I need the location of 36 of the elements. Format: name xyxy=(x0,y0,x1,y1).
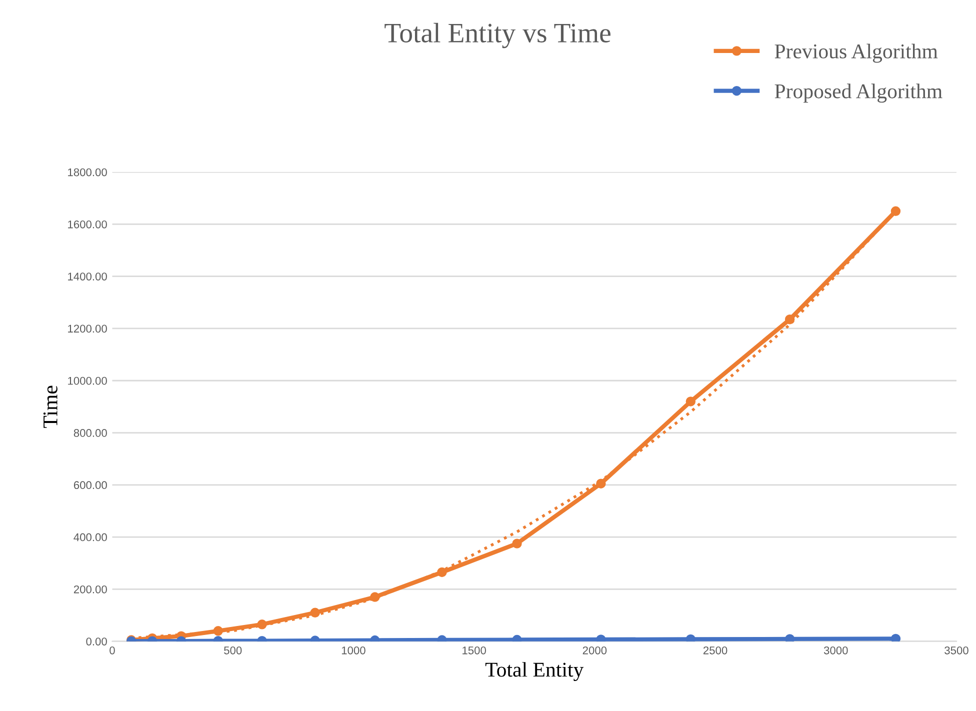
y-tick-label: 1000.00 xyxy=(68,376,107,385)
y-tick-label: 0.00 xyxy=(86,638,107,646)
x-tick-label: 500 xyxy=(224,646,242,654)
y-tick-label: 1400.00 xyxy=(68,272,107,280)
x-tick-label: 2500 xyxy=(703,646,728,654)
point xyxy=(784,314,795,324)
y-tick-label: 600.00 xyxy=(74,481,107,490)
chart-title: Total Entity vs Time xyxy=(384,22,610,48)
y-tick-label: 1200.00 xyxy=(68,324,107,333)
point xyxy=(257,620,267,630)
point xyxy=(890,634,901,642)
legend-label: Previous Algorithm xyxy=(774,44,938,63)
point xyxy=(310,608,320,618)
point xyxy=(370,592,380,602)
point xyxy=(512,538,522,548)
y-tick-label: 1600.00 xyxy=(68,220,107,228)
point xyxy=(213,626,223,636)
point xyxy=(890,206,901,216)
y-tick-label: 200.00 xyxy=(74,585,107,594)
y-tick-label: 1800.00 xyxy=(68,168,107,176)
y-axis-title: Time xyxy=(43,386,58,428)
y-tick-label: 400.00 xyxy=(74,533,107,542)
legend-label: Proposed Algorithm xyxy=(774,84,942,103)
x-tick-label: 1500 xyxy=(462,646,486,654)
point xyxy=(686,396,696,406)
y-tick-label: 800.00 xyxy=(74,429,107,437)
point xyxy=(784,634,795,642)
point xyxy=(437,567,447,578)
point xyxy=(686,634,696,642)
x-tick-label: 2000 xyxy=(582,646,607,654)
x-tick-label: 3500 xyxy=(944,646,968,654)
x-tick-label: 0 xyxy=(110,646,115,654)
x-axis-title: Total Entity xyxy=(485,662,584,682)
x-tick-label: 1000 xyxy=(342,646,366,654)
point xyxy=(596,478,606,488)
x-tick-label: 3000 xyxy=(824,646,848,654)
